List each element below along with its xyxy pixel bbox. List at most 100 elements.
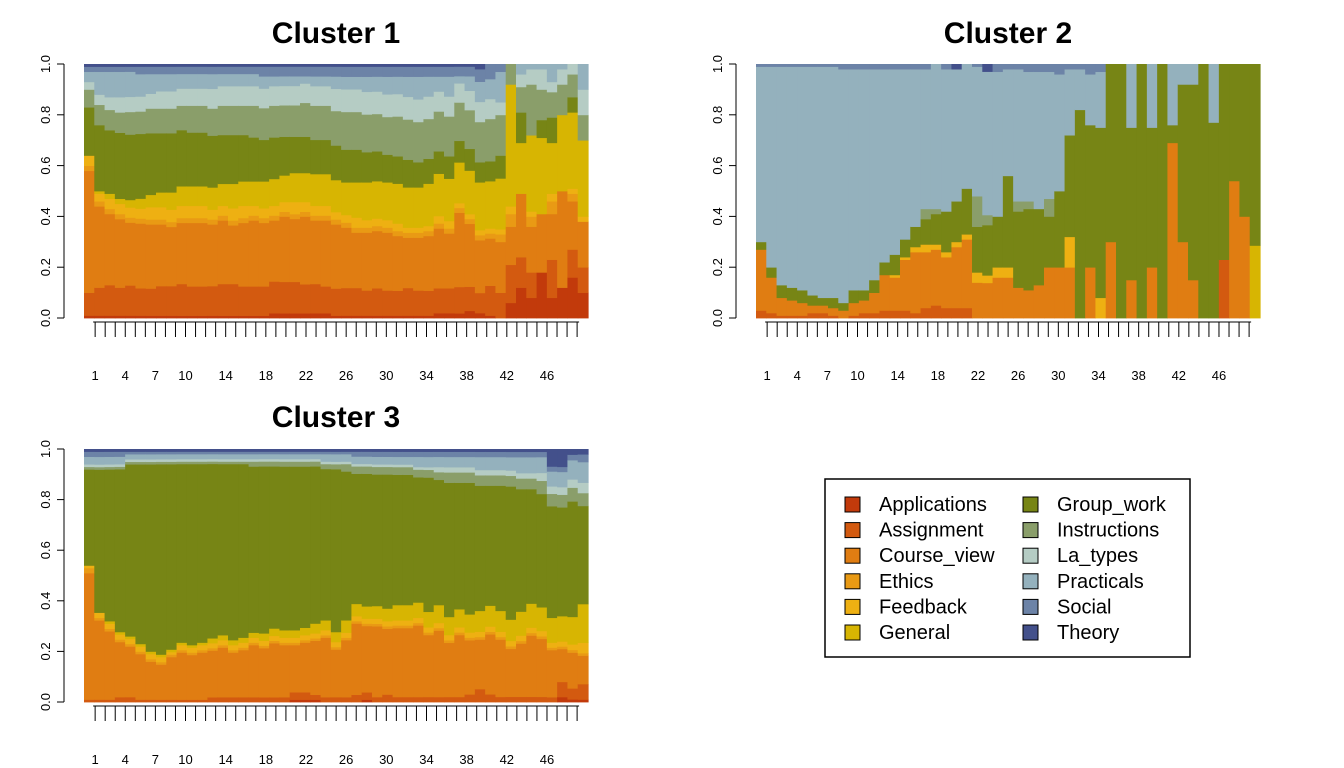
bar-segment-practicals <box>797 66 809 291</box>
bar-segment-practicals <box>269 453 281 460</box>
bar-segment-group-work <box>238 463 250 638</box>
bar-segment-course-view <box>1188 279 1199 319</box>
legend-swatch <box>1022 496 1039 513</box>
bar-segment-practicals <box>930 64 942 210</box>
bar-segment-assignment <box>900 310 911 319</box>
bar-segment-group-work <box>454 482 466 610</box>
bar-segment-course-view <box>776 297 788 316</box>
bar-segment-instructions <box>423 118 435 160</box>
bar-segment-general <box>454 609 466 628</box>
bar-segment-group-work <box>567 501 579 618</box>
bar-segment-social <box>207 66 219 75</box>
bar-segment-course-view <box>464 223 476 287</box>
bar-segment-la-types <box>382 464 394 468</box>
bar-segment-theory <box>567 449 579 455</box>
bar-segment-ethics <box>269 640 281 644</box>
bar-segment-group-work <box>1054 191 1066 268</box>
bar-segment-feedback <box>433 622 445 629</box>
bar-segment-instructions <box>217 105 229 136</box>
bar-segment-practicals <box>454 75 466 84</box>
bar-segment-course-view <box>889 277 901 311</box>
bar-segment-instructions <box>320 463 332 470</box>
bar-segment-practicals <box>269 76 281 87</box>
bar-segment-course-view <box>84 170 95 293</box>
bar-segment-group-work <box>166 133 178 193</box>
bar-segment-feedback <box>289 637 301 643</box>
bar-segment-assignment <box>413 696 425 703</box>
bar-segment-assignment <box>546 697 558 703</box>
bar-segment-social <box>413 66 425 77</box>
legend-swatch <box>844 547 861 564</box>
bar-segment-applications <box>423 315 435 319</box>
bar-segment-general <box>238 181 250 207</box>
bar-segment-social <box>207 451 219 455</box>
bar-segment-feedback <box>485 626 497 632</box>
bar-segment-group-work <box>1126 127 1138 281</box>
bar-segment-group-work <box>114 132 126 200</box>
bar-segment-feedback <box>166 209 178 223</box>
bar-segment-applications <box>197 315 209 319</box>
bar-segment-theory <box>464 449 476 452</box>
bar-segment-ethics <box>392 625 404 629</box>
bar-segment-ethics <box>125 643 137 647</box>
bar-segment-group-work <box>361 152 373 183</box>
bar-segment-la-types <box>536 69 548 90</box>
bar-segment-la-types <box>495 469 507 476</box>
bar-segment-ethics <box>156 219 167 225</box>
bar-segment-ethics <box>84 165 95 172</box>
bar-segment-assignment <box>536 696 548 703</box>
bar-segment-assignment <box>930 305 942 319</box>
bar-segment-general <box>1249 245 1261 319</box>
bar-segment-ethics <box>474 636 486 640</box>
x-tick-label: 30 <box>1051 368 1065 383</box>
bar-segment-course-view <box>423 235 435 291</box>
bar-segment-social <box>145 66 157 75</box>
bar-segment-social <box>474 69 486 82</box>
bar-segment-group-work <box>807 295 819 306</box>
bar-segment-practicals <box>372 76 383 92</box>
bar-segment-social <box>485 64 497 80</box>
bar-segment-instructions <box>382 116 394 155</box>
bar-segment-course-view <box>114 218 126 288</box>
bar-segment-assignment <box>145 699 157 703</box>
bar-segment-theory <box>166 449 178 452</box>
bar-segment-theory <box>94 449 106 452</box>
bar-segment-general <box>351 182 363 218</box>
bar-segment-course-view <box>817 305 829 314</box>
bar-segment-practicals <box>145 454 157 460</box>
bar-segment-instructions <box>474 475 486 486</box>
bar-segment-assignment <box>351 287 363 316</box>
bar-segment-feedback <box>982 275 994 284</box>
x-tick-label: 46 <box>540 368 554 383</box>
bar-segment-feedback <box>145 207 157 220</box>
bar-segment-theory <box>526 449 538 453</box>
bar-segment-ethics <box>156 661 167 665</box>
y-tick-label: 0.0 <box>38 309 53 327</box>
bar-segment-practicals <box>567 460 579 480</box>
bar-segment-la-types <box>433 91 445 112</box>
bar-segment-assignment <box>941 307 953 319</box>
bars <box>756 64 1261 319</box>
bar-segment-social <box>433 451 445 458</box>
bar-segment-assignment <box>300 284 311 314</box>
bar-segment-theory <box>382 449 394 452</box>
bar-segment-group-work <box>1167 124 1179 144</box>
bar-segment-social <box>114 451 126 457</box>
bar-segment-course-view <box>1044 267 1055 319</box>
bar-segment-ethics <box>351 620 363 624</box>
bar-segment-social <box>176 451 188 455</box>
bar-segment-general <box>104 193 116 200</box>
bar-segment-theory <box>166 64 178 67</box>
bar-segment-feedback <box>1064 236 1076 268</box>
bar-segment-theory <box>546 449 558 467</box>
bar-segment-ethics <box>310 638 322 641</box>
bar-segment-assignment <box>228 697 239 703</box>
bar-segment-assignment <box>526 696 538 703</box>
bar-segment-social <box>94 451 106 458</box>
bar-segment-practicals <box>1002 69 1014 177</box>
bar-segment-general <box>330 179 342 213</box>
bar-segment-practicals <box>992 71 1004 217</box>
bar-segment-assignment <box>289 692 301 700</box>
bar-segment-la-types <box>464 90 476 111</box>
bar-segment-practicals <box>474 456 486 471</box>
